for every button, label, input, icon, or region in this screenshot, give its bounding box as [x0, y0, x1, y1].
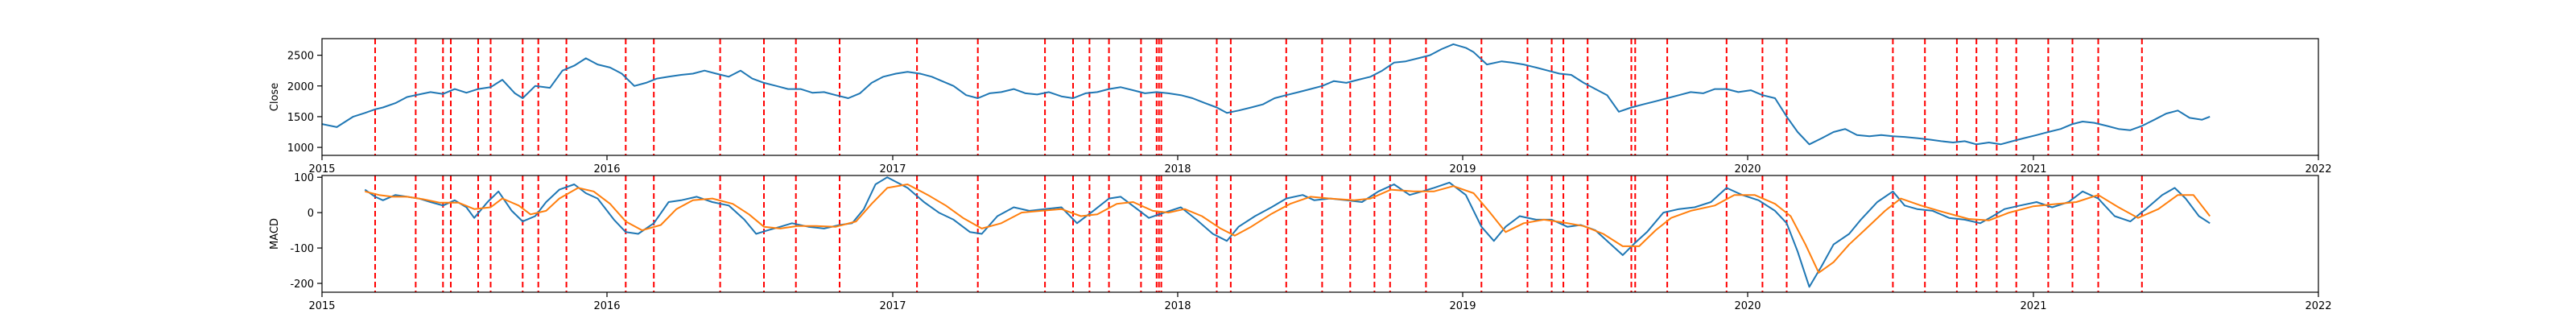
x-tick-label: 2022	[2305, 300, 2331, 312]
y-tick-label: -200	[290, 279, 314, 291]
x-tick-label: 2017	[879, 163, 906, 175]
x-tick-label: 2015	[308, 300, 335, 312]
macd-panel: 2015 2016 2017 2018 2019 2020 2021 2022 100 0 -100…	[269, 172, 2332, 312]
y-tick-label: 1000	[287, 142, 314, 155]
x-tick-label: 2021	[2020, 163, 2046, 175]
axes-frame	[321, 175, 2319, 293]
x-tick-label: 2016	[593, 300, 620, 312]
series-group	[364, 176, 2211, 288]
y-tick-label: 1500	[287, 112, 314, 124]
x-tick-label: 2021	[2020, 300, 2046, 312]
y-tick-label: -100	[290, 243, 314, 255]
x-tick-label: 2020	[1734, 300, 1761, 312]
axes-frame	[321, 38, 2319, 156]
signal-line	[365, 184, 2211, 274]
macd-line	[364, 176, 2211, 288]
x-tick-label: 2022	[2305, 163, 2331, 175]
series-group	[322, 43, 2211, 146]
signal-markers	[374, 39, 2143, 155]
x-tick-label: 2019	[1449, 300, 1476, 312]
x-tick-label: 2020	[1734, 163, 1761, 175]
close-price-panel: 2015 2016 2017 2018 2019 2020 2021 2022 1000 1500…	[269, 38, 2332, 175]
y-tick-label: 0	[308, 208, 314, 220]
x-tick-label: 2017	[879, 300, 906, 312]
x-tick-label: 2019	[1449, 163, 1476, 175]
close-line	[322, 43, 2211, 146]
signal-markers	[374, 175, 2143, 292]
x-tick-label: 2016	[593, 163, 620, 175]
y-tick-label: 2500	[287, 51, 314, 63]
x-tick-label: 2015	[308, 163, 335, 175]
y-axis-label: MACD	[269, 218, 281, 250]
y-tick-label: 2000	[287, 81, 314, 93]
x-tick-label: 2018	[1164, 300, 1191, 312]
y-tick-label: 100	[294, 172, 314, 184]
y-axis-label: Close	[269, 83, 281, 111]
x-tick-label: 2018	[1164, 163, 1191, 175]
